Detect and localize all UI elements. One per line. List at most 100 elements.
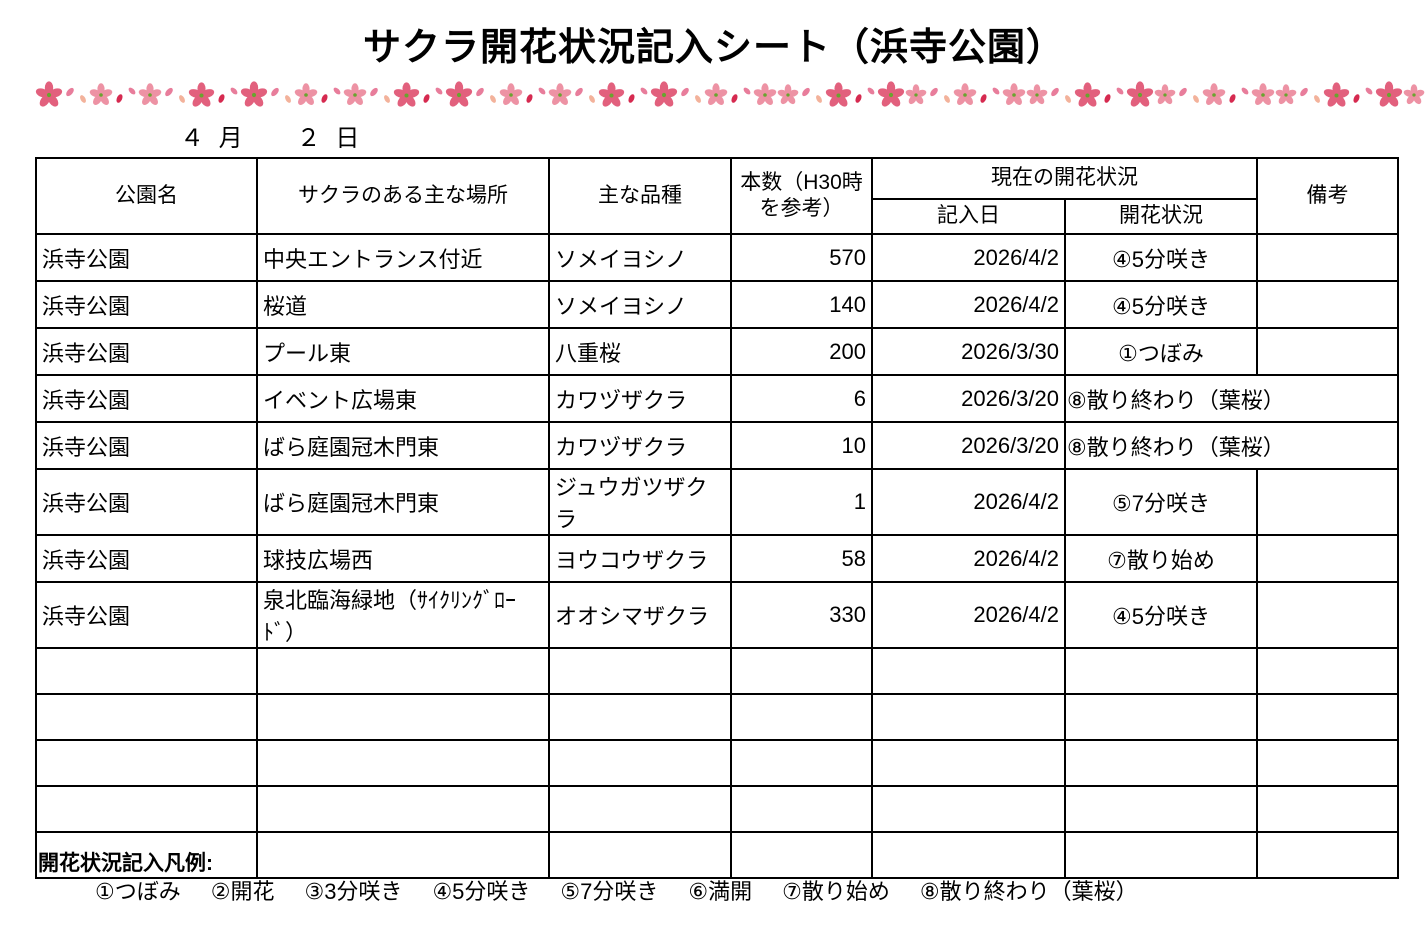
cell-bloom-status: ①つぼみ [1064,327,1258,376]
cell-park-name: 浜寺公園 [35,468,258,536]
sakura-flower-icon [953,83,977,105]
sakura-petal-icon [128,87,136,95]
sakura-flower-icon [294,83,318,105]
empty-table-row [35,693,1399,741]
cell-variety [548,739,732,787]
cell-entry-date: 2026/4/2 [871,534,1066,583]
cell-park-name: 浜寺公園 [35,233,258,282]
table-row: 浜寺公園 プール東 八重桜 200 2026/3/30 ①つぼみ [35,327,1399,376]
sakura-petal-icon [80,95,86,103]
cell-variety [548,693,732,741]
cell-variety: ソメイヨシノ [548,280,732,329]
sakura-flower-icon [877,81,905,107]
legend-item: ⑥満開 [688,879,753,904]
sakura-petal-icon [816,95,822,103]
sakura-petal-icon [538,87,546,95]
date-line: ４ 月 ２ 日 [180,118,363,153]
sakura-petal-icon [1241,87,1249,95]
cell-bloom-status [1064,831,1258,879]
sakura-petal-icon [1314,95,1320,103]
cell-tree-count: 570 [730,233,873,282]
cell-bloom-status: ⑧散り終わり（葉桜） [1064,421,1399,470]
legend-item: ①つぼみ [95,879,181,904]
sakura-flower-icon [548,83,572,105]
legend-item: ②開花 [210,879,275,904]
cell-location: ばら庭園冠木門東 [256,468,550,536]
sakura-flower-icon [753,83,777,105]
cell-variety: カワヅザクラ [548,374,732,423]
sakura-flower-icon [188,81,215,107]
cell-park-name: 浜寺公園 [35,327,258,376]
sakura-flower-icon [1251,83,1275,105]
cell-location: 泉北臨海緑地（ｻｲｸﾘﾝｸﾞﾛｰﾄﾞ） [256,581,550,649]
sakura-flower-icon [1026,84,1048,105]
cell-bloom-status [1064,693,1258,741]
cell-entry-date [871,647,1066,695]
legend-items: ①つぼみ ②開花 ③3分咲き ④5分咲き ⑤7分咲き ⑥満開 ⑦散り始め ⑧散り終わり（葉桜） [95,874,1138,906]
cell-entry-date: 2026/4/2 [871,581,1066,649]
cell-park-name [35,831,258,879]
cell-park-name [35,647,258,695]
cell-remarks [1256,327,1399,376]
table-row: 浜寺公園 ばら庭園冠木門東 カワヅザクラ 10 2026/3/20 ⑧散り終わり… [35,421,1399,470]
cell-remarks [1256,831,1399,879]
sakura-flower-icon [1403,84,1425,105]
cell-tree-count [730,647,873,695]
sakura-petal-icon [116,93,123,103]
sakura-flower-icon [1202,83,1226,105]
sakura-petal-icon [802,87,810,97]
sakura-petal-icon [628,93,635,103]
sakura-petal-icon [1353,93,1360,103]
header-bloom-status: 開花状況 [1064,198,1258,235]
sakura-petal-icon [333,87,341,95]
cell-entry-date: 2026/4/2 [871,468,1066,536]
cell-remarks [1256,468,1399,536]
cell-location: 桜道 [256,280,550,329]
cell-location [256,739,550,787]
empty-table-row [35,647,1399,695]
cell-location [256,693,550,741]
cell-remarks [1256,647,1399,695]
sakura-petal-icon [980,93,987,103]
header-park-name: 公園名 [35,157,258,235]
cell-bloom-status: ⑦散り始め [1064,534,1258,583]
sakura-petal-icon [1065,95,1071,103]
page-title: サクラ開花状況記入シート（浜寺公園） [362,27,1065,69]
cell-variety: ソメイヨシノ [548,233,732,282]
table-row: 浜寺公園 桜道 ソメイヨシノ 140 2026/4/2 ④5分咲き [35,280,1399,329]
sakura-flower-icon [138,83,162,105]
legend-item: ③3分咲き [304,879,403,904]
cell-location: 球技広場西 [256,534,550,583]
sakura-petal-icon [384,95,390,103]
sakura-petal-icon [1365,87,1373,95]
cell-location: ばら庭園冠木門東 [256,421,550,470]
empty-table-row [35,831,1399,879]
cell-tree-count: 200 [730,327,873,376]
sakura-flower-icon [1323,81,1350,107]
cell-park-name [35,739,258,787]
sakura-petal-icon [271,87,279,97]
date-month: ４ 月 [180,125,247,152]
sakura-flower-icon [393,81,420,107]
cell-tree-count: 1 [730,468,873,536]
sakura-flower-icon [89,83,113,105]
cell-tree-count: 58 [730,534,873,583]
sakura-petal-icon [1179,87,1187,97]
table-header: 公園名 サクラのある主な場所 主な品種 本数（H30時を参考） 現在の開花状況 … [35,157,1399,235]
sakura-flower-icon [650,81,678,107]
cell-park-name: 浜寺公園 [35,280,258,329]
cell-variety [548,785,732,833]
cell-entry-date: 2026/3/20 [871,421,1066,470]
sakura-petal-icon [370,87,378,97]
sakura-flower-icon [499,83,523,105]
cell-location [256,647,550,695]
header-remarks: 備考 [1256,157,1399,235]
cell-variety: カワヅザクラ [548,421,732,470]
cell-tree-count [730,693,873,741]
sakura-flower-icon [598,81,625,107]
cell-remarks [1256,534,1399,583]
cell-remarks [1256,693,1399,741]
cell-location: イベント広場東 [256,374,550,423]
cell-tree-count [730,831,873,879]
cell-bloom-status [1064,785,1258,833]
